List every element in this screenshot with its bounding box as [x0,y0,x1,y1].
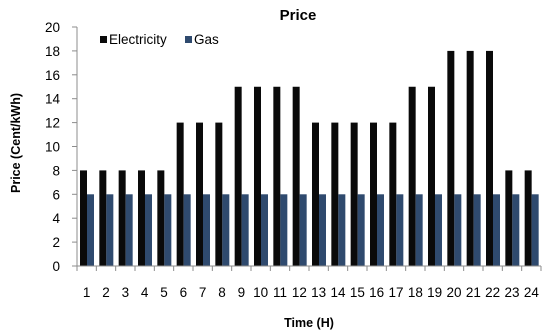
x-tick-label: 4 [141,285,149,300]
electricity-bar [176,122,184,266]
gas-bar [454,194,462,266]
y-axis-label: Price (Cent/kWh) [9,93,23,193]
gas-bar [125,194,133,266]
x-tick-label: 14 [330,285,346,300]
electricity-bar [524,170,532,266]
x-tick-label: 8 [218,285,226,300]
legend-swatch-electricity [100,36,107,43]
x-tick-label: 16 [369,285,384,300]
x-tick-label: 24 [524,285,540,300]
x-tick-label: 2 [102,285,110,300]
electricity-bar [466,50,474,267]
gas-bar [415,194,423,266]
gas-bar [183,194,191,266]
x-tick-label: 7 [199,285,207,300]
gas-bar [106,194,114,266]
y-tick-label: 6 [52,187,60,202]
electricity-bar [486,50,493,267]
x-tick-label: 6 [180,285,188,300]
x-axis: 1 2 3 4 5 6 7 8 9 10 11 12 13 14 15 16 17 18 19 20 21 22 23 24 [76,265,542,300]
gas-bar [435,194,442,266]
gas-bar [493,194,500,266]
gas-bar [338,194,346,266]
x-tick-label: 9 [238,285,246,300]
electricity-bar [157,170,165,266]
electricity-bar [99,170,107,266]
x-tick-label: 21 [466,285,481,300]
y-tick-label: 18 [45,44,60,59]
electricity-bar [370,122,377,266]
gas-bar [145,194,152,266]
electricity-bar [196,122,203,266]
electricity-bar [118,170,126,266]
gas-bar [512,194,520,266]
gas-bar [203,194,210,266]
electricity-bar [447,50,455,267]
y-tick-label: 12 [45,116,60,131]
y-tick-label: 16 [45,68,60,83]
electricity-bar [389,122,397,266]
legend: Electricity Gas [100,32,219,47]
gas-bar [87,194,94,266]
y-tick-label: 20 [45,20,60,35]
x-tick-label: 20 [446,285,461,300]
x-tick-label: 10 [253,285,268,300]
y-tick-label: 2 [52,235,60,250]
legend-swatch-gas [185,36,192,43]
electricity-bar [273,86,281,266]
chart-title: Price [280,7,317,24]
x-tick-label: 22 [485,285,500,300]
y-tick-label: 4 [52,211,60,226]
gas-bar [241,194,249,266]
electricity-bar [428,86,435,266]
x-tick-label: 5 [160,285,168,300]
gas-bar [299,194,307,266]
y-tick-label: 10 [45,140,60,155]
electricity-bar [80,170,87,266]
y-tick-label: 8 [52,163,60,178]
x-tick-label: 13 [311,285,326,300]
x-tick-label: 23 [504,285,519,300]
plot-area [80,50,539,267]
electricity-bar [331,122,339,266]
gas-bar [319,194,326,266]
gas-bar [222,194,230,266]
x-axis-label: Time (H) [284,316,334,330]
electricity-bar [350,122,358,266]
legend-label-gas: Gas [194,32,219,47]
x-tick-label: 15 [350,285,365,300]
y-tick-label: 14 [45,92,61,107]
gas-bar [377,194,384,266]
electricity-bar [234,86,242,266]
gas-bar [396,194,404,266]
electricity-bar [505,170,513,266]
gas-bar [164,194,172,266]
electricity-bar [292,86,300,266]
electricity-bar [312,122,319,266]
x-tick-label: 3 [122,285,130,300]
legend-label-electricity: Electricity [109,32,167,47]
x-tick-label: 12 [292,285,307,300]
gas-bar [261,194,268,266]
gas-bar [280,194,288,266]
x-tick-label: 17 [388,285,403,300]
y-axis: 0 2 4 6 8 10 12 14 16 18 20 [45,20,78,274]
electricity-bar [408,86,416,266]
gas-bar [473,194,481,266]
x-tick-label: 1 [83,285,91,300]
y-tick-label: 0 [52,259,60,274]
gas-bar [531,194,539,266]
gas-bar [357,194,365,266]
electricity-bar [215,122,223,266]
x-tick-label: 11 [273,285,287,300]
electricity-bar [138,170,145,266]
x-tick-label: 19 [427,285,442,300]
electricity-bar [254,86,261,266]
x-tick-label: 18 [408,285,423,300]
